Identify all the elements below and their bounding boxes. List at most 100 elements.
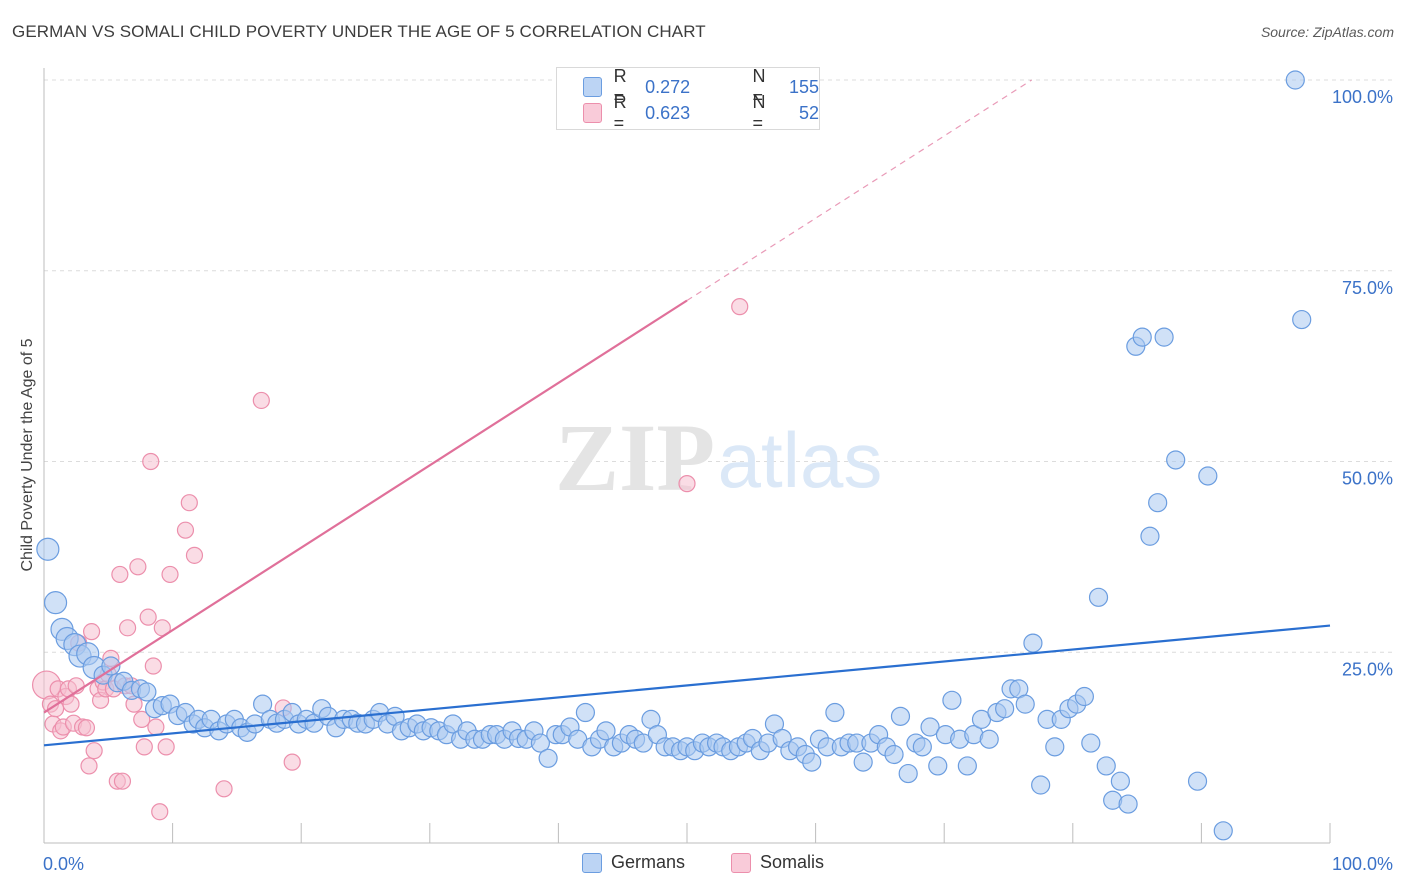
german-point	[1148, 493, 1168, 513]
germans-swatch	[583, 77, 602, 97]
legend-row-germans: R = 0.272 N = 155	[583, 66, 819, 107]
n-value-somalis: 52	[798, 102, 819, 123]
german-point	[36, 537, 60, 561]
somali-trend-extrapolation	[686, 79, 1032, 302]
x-tick-label-min: 0.0%	[43, 854, 84, 874]
german-point	[928, 756, 948, 776]
german-point	[43, 591, 68, 615]
y-tick-label: 100.0%	[1332, 87, 1393, 107]
somali-point	[82, 623, 101, 641]
data-points	[31, 70, 1312, 841]
german-point	[995, 699, 1015, 719]
y-tick-label: 25.0%	[1342, 659, 1393, 679]
somali-point	[139, 608, 157, 626]
german-point	[942, 690, 962, 710]
german-point	[575, 702, 596, 723]
somali-point	[142, 452, 160, 471]
german-point	[1110, 771, 1130, 791]
german-point	[1292, 309, 1312, 330]
correlation-legend: R = 0.272 N = 155 R = 0.623 N = 52	[556, 66, 820, 133]
watermark-atlas: atlas	[718, 416, 883, 504]
legend-row-somalis: R = 0.623 N = 52	[583, 92, 819, 133]
watermark-zip: ZIP	[555, 404, 715, 511]
german-point	[1132, 327, 1152, 347]
german-point	[957, 756, 977, 776]
r-label: R =	[613, 66, 627, 107]
somali-point	[144, 657, 162, 675]
german-trend-line	[43, 624, 1331, 747]
somali-point	[252, 391, 270, 410]
somali-point	[147, 718, 165, 736]
somali-point	[80, 757, 98, 775]
german-point	[979, 729, 999, 749]
somalis-legend-swatch	[731, 852, 751, 873]
axes	[43, 68, 1331, 844]
chart-title: GERMAN VS SOMALI CHILD POVERTY UNDER THE…	[12, 22, 706, 41]
german-point	[890, 706, 911, 726]
german-point	[1023, 633, 1043, 653]
somali-point	[157, 738, 175, 756]
german-point	[633, 733, 653, 753]
somali-point	[129, 558, 147, 576]
trend-lines	[43, 79, 1331, 747]
german-point	[1213, 821, 1233, 841]
n-label: N =	[752, 92, 766, 133]
somalis-legend-label: Somalis	[760, 852, 825, 872]
german-point	[884, 744, 904, 765]
german-point	[538, 748, 558, 768]
y-tick-label: 75.0%	[1342, 278, 1393, 298]
somali-point	[161, 565, 179, 584]
german-point	[920, 717, 940, 737]
legend-item-germans[interactable]: Germans	[581, 852, 685, 873]
somali-point	[46, 700, 65, 718]
r-label: R =	[613, 92, 627, 133]
somali-point	[135, 738, 153, 756]
german-point	[912, 737, 932, 757]
german-point	[530, 733, 550, 753]
german-point	[853, 752, 873, 772]
somali-point	[185, 546, 204, 564]
r-value-somalis: 0.623	[645, 102, 691, 123]
n-value-germans: 155	[788, 76, 819, 97]
y-tick-label: 50.0%	[1342, 469, 1393, 489]
german-point	[1140, 526, 1160, 546]
german-point	[1015, 694, 1035, 714]
somali-point	[283, 753, 301, 771]
german-point	[596, 721, 616, 741]
german-point	[1074, 686, 1094, 707]
somali-point	[85, 742, 103, 760]
german-point	[253, 694, 273, 714]
x-tick-label-max: 100.0%	[1332, 854, 1393, 874]
somali-point	[133, 710, 151, 728]
somalis-swatch	[583, 103, 602, 123]
german-point	[1045, 737, 1065, 757]
german-point	[1198, 466, 1218, 486]
n-label: N =	[752, 66, 766, 107]
somali-point	[180, 494, 198, 512]
german-point	[898, 763, 918, 784]
somali-point	[111, 565, 129, 584]
somali-point	[678, 475, 696, 493]
source-credit: Source: ZipAtlas.com	[1260, 24, 1394, 40]
germans-legend-label: Germans	[610, 852, 685, 872]
somali-point	[118, 619, 137, 637]
german-point	[1187, 771, 1208, 791]
somali-point	[731, 298, 749, 316]
somali-trend-line	[43, 299, 688, 714]
germans-legend-swatch	[581, 852, 602, 873]
gridlines	[44, 79, 1394, 653]
tick-labels: 25.0% 50.0% 75.0% 100.0% 0.0% 100.0%	[43, 87, 1393, 874]
german-point	[1031, 775, 1051, 795]
somali-point	[151, 803, 169, 821]
somali-point	[77, 719, 96, 737]
german-point	[1096, 756, 1116, 776]
somali-point	[113, 772, 132, 790]
german-point	[1088, 587, 1109, 607]
german-point	[1166, 450, 1186, 470]
german-point	[802, 752, 822, 772]
german-point	[825, 702, 845, 723]
legend-item-somalis[interactable]: Somalis	[731, 852, 824, 873]
german-point	[101, 656, 121, 676]
german-point	[1285, 70, 1305, 90]
